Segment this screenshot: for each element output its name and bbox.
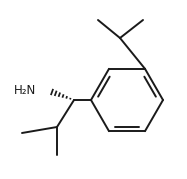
- Text: H₂N: H₂N: [14, 83, 36, 96]
